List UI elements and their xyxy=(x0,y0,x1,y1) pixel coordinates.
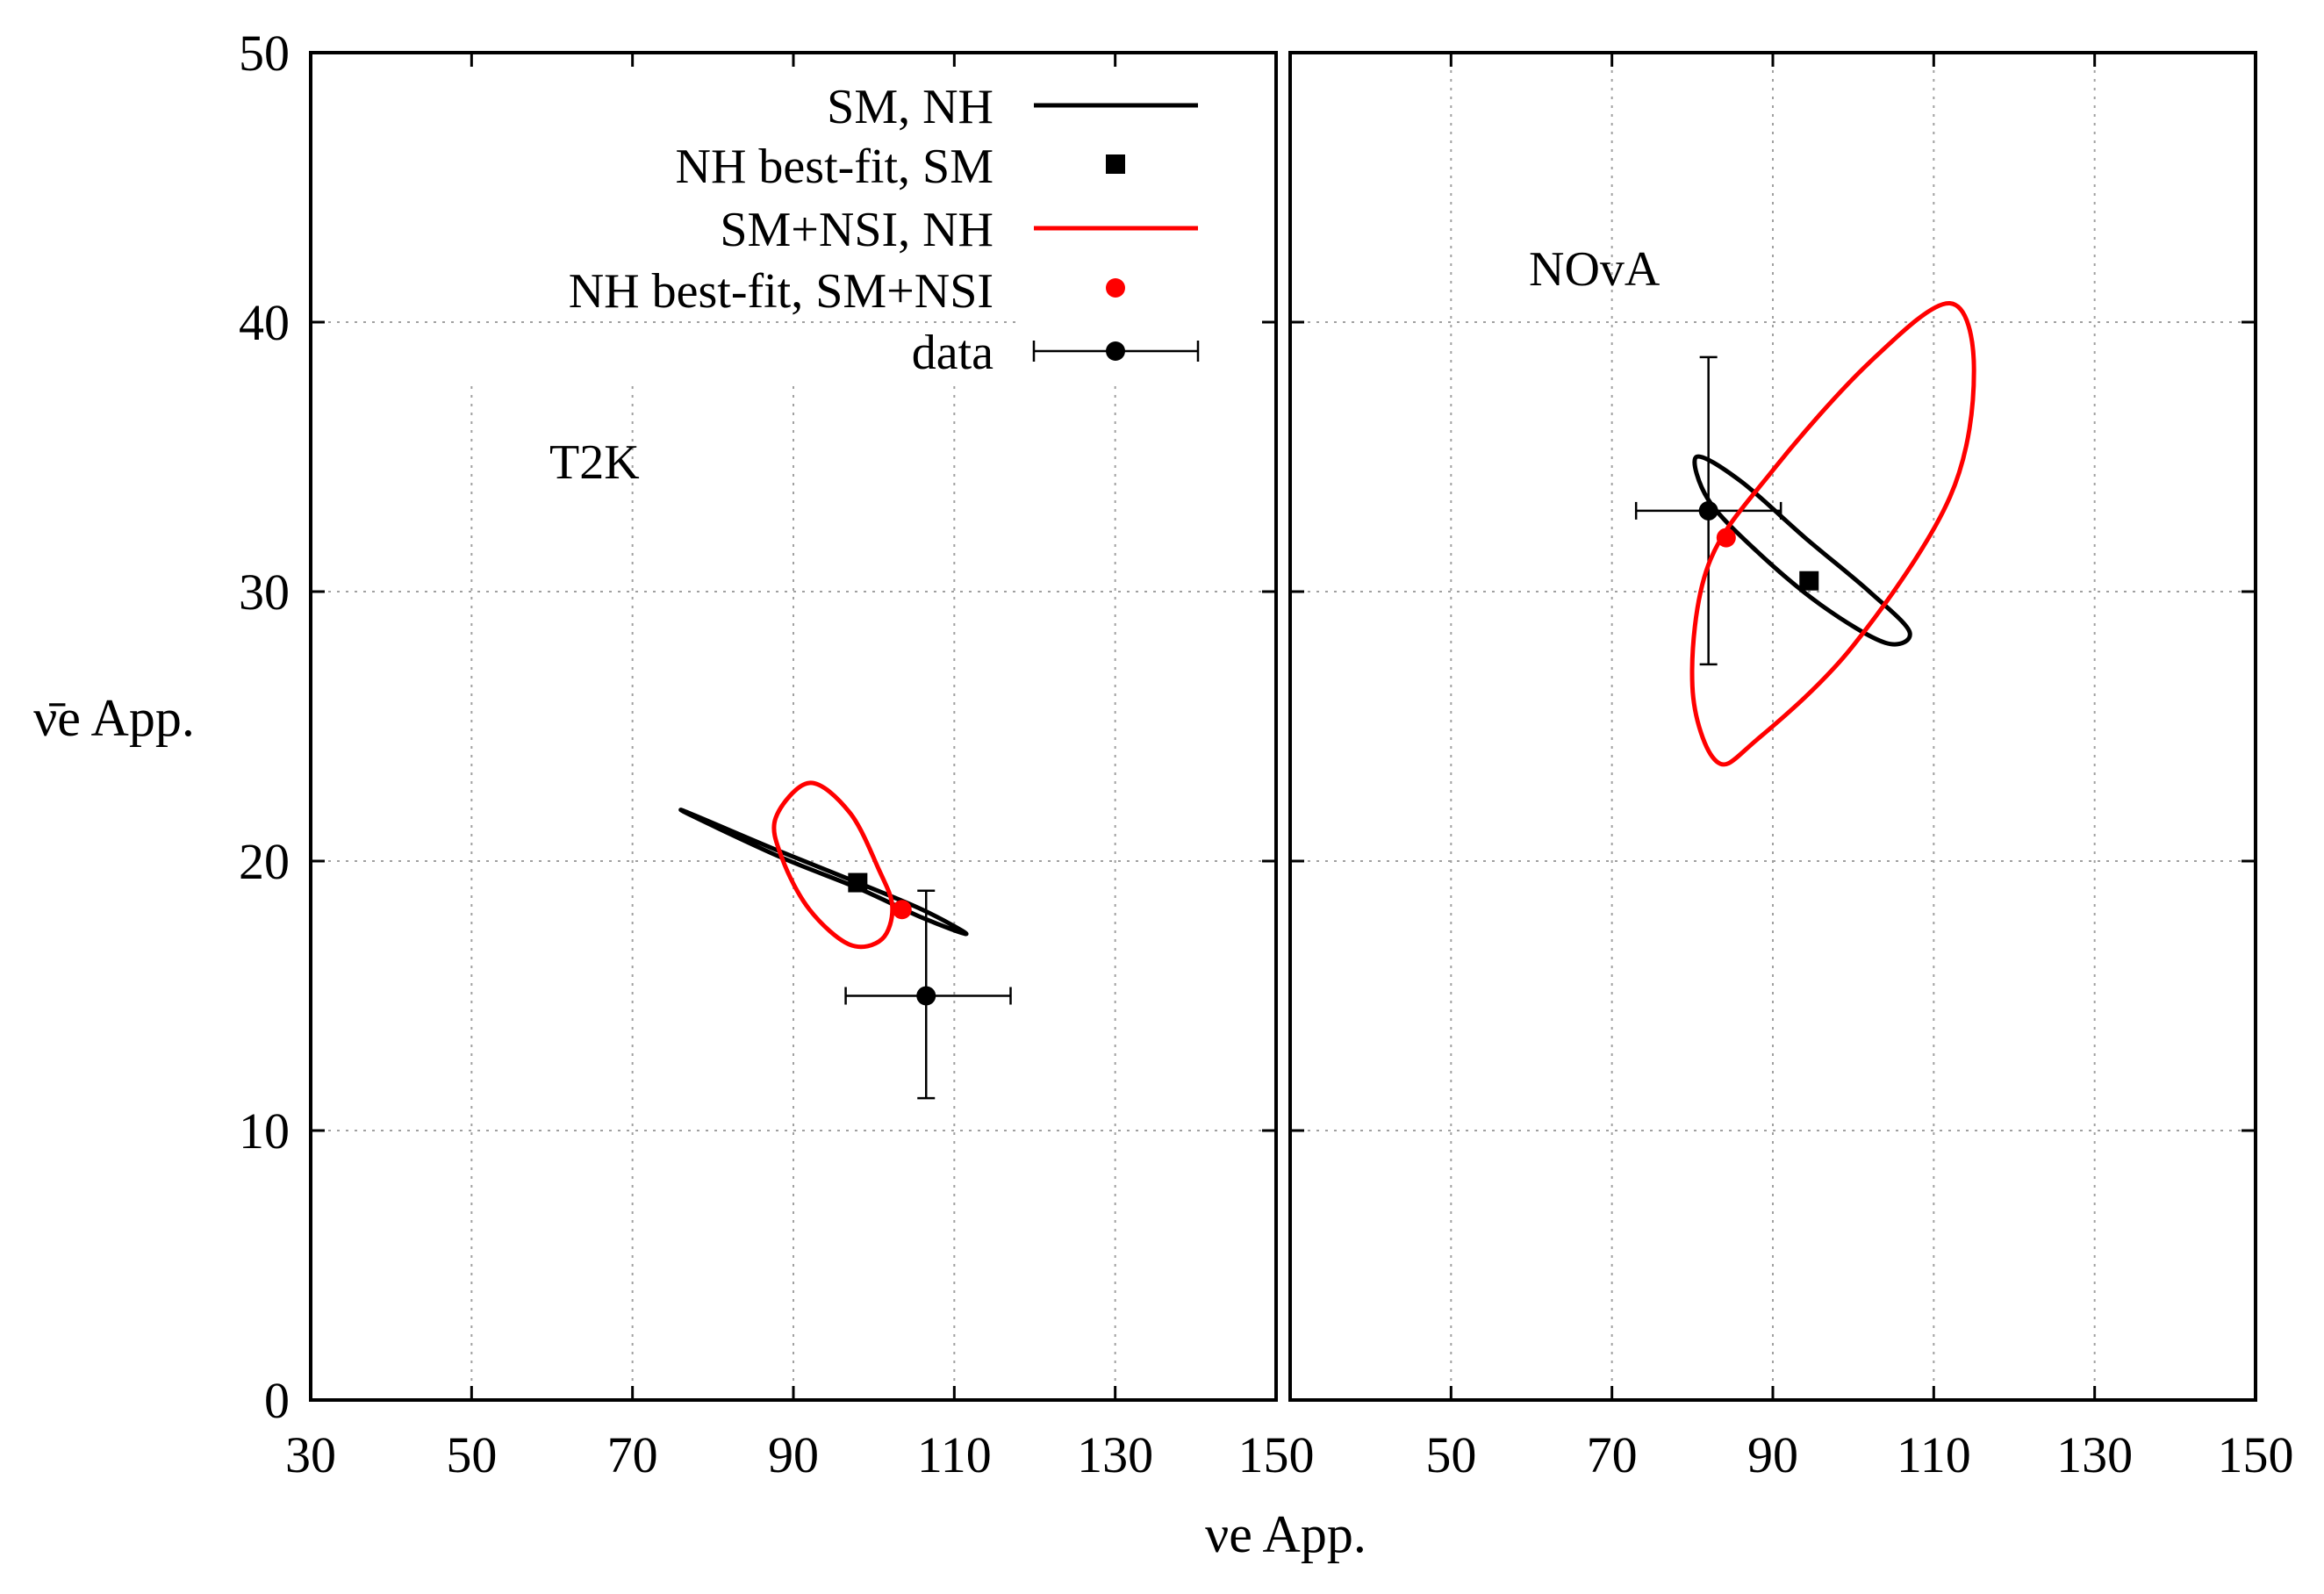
legend-label-nh-bestfit-sm-nsi: NH best-fit, SM+NSI xyxy=(569,264,993,319)
x-tick-label: 90 xyxy=(768,1426,819,1483)
y-tick-label: 30 xyxy=(239,564,290,621)
sm-nsi-nh-contour xyxy=(1689,301,1976,767)
legend-label-nh-bestfit-sm: NH best-fit, SM xyxy=(676,140,993,194)
y-tick-label: 10 xyxy=(239,1102,290,1160)
x-tick-label: 70 xyxy=(607,1426,658,1483)
legend-marker-red-circle xyxy=(1106,278,1125,298)
panel-frame xyxy=(309,51,1278,1402)
panel-nova: 50 70 90 110 130 150 NOvA xyxy=(1288,51,2294,1483)
data-point xyxy=(916,986,936,1006)
legend-marker-errorbar xyxy=(1032,341,1200,362)
y-tick-label: 20 xyxy=(239,833,290,890)
legend-marker-square xyxy=(1106,154,1125,174)
sm-nh-contour xyxy=(1692,454,1912,647)
legend-label-sm-nh: SM, NH xyxy=(827,80,993,134)
x-tick-label: 90 xyxy=(1747,1426,1798,1483)
x-tick-label: 150 xyxy=(1238,1426,1315,1483)
panel-label-t2k: T2K xyxy=(549,435,640,490)
sm-bestfit-marker xyxy=(1799,571,1819,591)
legend: SM, NH NH best-fit, SM SM+NSI, NH NH bes… xyxy=(569,80,1200,380)
x-tick-label: 70 xyxy=(1587,1426,1638,1483)
x-tick-label: 30 xyxy=(285,1426,336,1483)
panels-layer: 30 50 70 90 110 130 150 0 10 20 30 40 50 T2K 50 70 90 110… xyxy=(239,25,2294,1483)
x-tick-label: 50 xyxy=(446,1426,497,1483)
nsi-bestfit-marker xyxy=(1716,528,1736,548)
y-tick-label: 0 xyxy=(264,1372,290,1429)
panel-label-nova: NOvA xyxy=(1529,242,1661,297)
data-point xyxy=(1698,500,1718,521)
legend-label-sm-nsi-nh: SM+NSI, NH xyxy=(720,203,993,257)
y-tick-label: 50 xyxy=(239,25,290,82)
sm-bestfit-marker xyxy=(848,872,868,893)
y-axis-label: ν̄e App. xyxy=(33,689,195,747)
x-tick-label: 150 xyxy=(2218,1426,2294,1483)
x-tick-label: 50 xyxy=(1425,1426,1476,1483)
panel-t2k: 30 50 70 90 110 130 150 0 10 20 30 40 50 T2K xyxy=(239,25,1315,1483)
legend-label-data: data xyxy=(912,326,993,380)
x-axis-label: νe App. xyxy=(1205,1505,1366,1563)
sm-nh-contour xyxy=(678,808,969,937)
y-tick-label: 40 xyxy=(239,294,290,351)
x-tick-label: 130 xyxy=(1077,1426,1153,1483)
panel-frame xyxy=(1288,51,2257,1402)
sm-nsi-nh-contour xyxy=(771,780,895,950)
x-tick-label: 110 xyxy=(917,1426,992,1483)
x-tick-label: 130 xyxy=(2056,1426,2133,1483)
nsi-bestfit-marker xyxy=(892,900,912,920)
x-tick-label: 110 xyxy=(1897,1426,1971,1483)
